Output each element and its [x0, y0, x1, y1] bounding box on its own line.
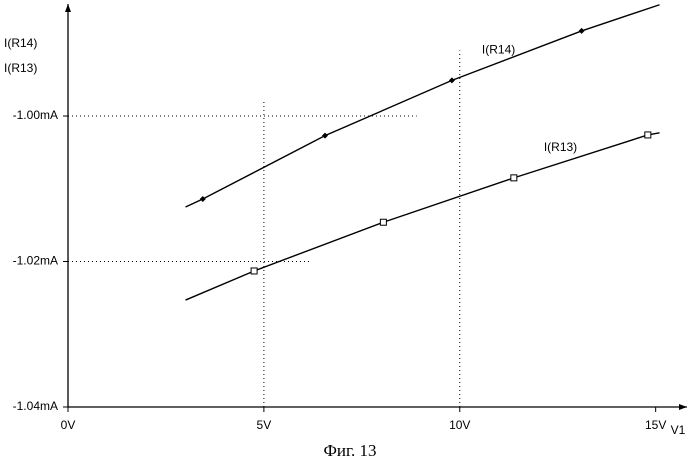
point-marker: [380, 219, 386, 225]
y-tick-label: -1.00mA: [13, 108, 58, 122]
chart: Фиг. 13 V1 -1.04mA -1.02mA -1.00mA 0V 5V 10V 1…: [0, 0, 700, 465]
point-marker: [200, 196, 206, 202]
series-line: [186, 5, 660, 207]
x-axis-label: V1: [671, 423, 686, 437]
y-axis-arrow: [65, 4, 71, 12]
legend-entry: I(R13): [4, 61, 37, 75]
point-marker: [322, 133, 328, 139]
x-tick-label: 0V: [61, 418, 76, 432]
x-tick-label: 5V: [257, 418, 272, 432]
series-label: I(R14): [482, 43, 515, 57]
y-tick-label: -1.04mA: [13, 399, 58, 413]
point-marker: [645, 132, 651, 138]
point-marker: [449, 77, 455, 83]
x-tick-label: 15V: [645, 418, 666, 432]
series-line: [186, 133, 660, 300]
series-label: I(R13): [544, 140, 577, 154]
y-tick-label: -1.02mA: [13, 254, 58, 268]
x-tick-label: 10V: [449, 418, 470, 432]
page: {"chart_data": { "type": "line", "captio…: [0, 0, 700, 465]
caption: Фиг. 13: [323, 441, 376, 460]
legend-entry: I(R14): [4, 36, 37, 50]
point-marker: [579, 28, 585, 34]
x-axis-arrow: [679, 404, 687, 410]
point-marker: [511, 175, 517, 181]
point-marker: [251, 268, 257, 274]
